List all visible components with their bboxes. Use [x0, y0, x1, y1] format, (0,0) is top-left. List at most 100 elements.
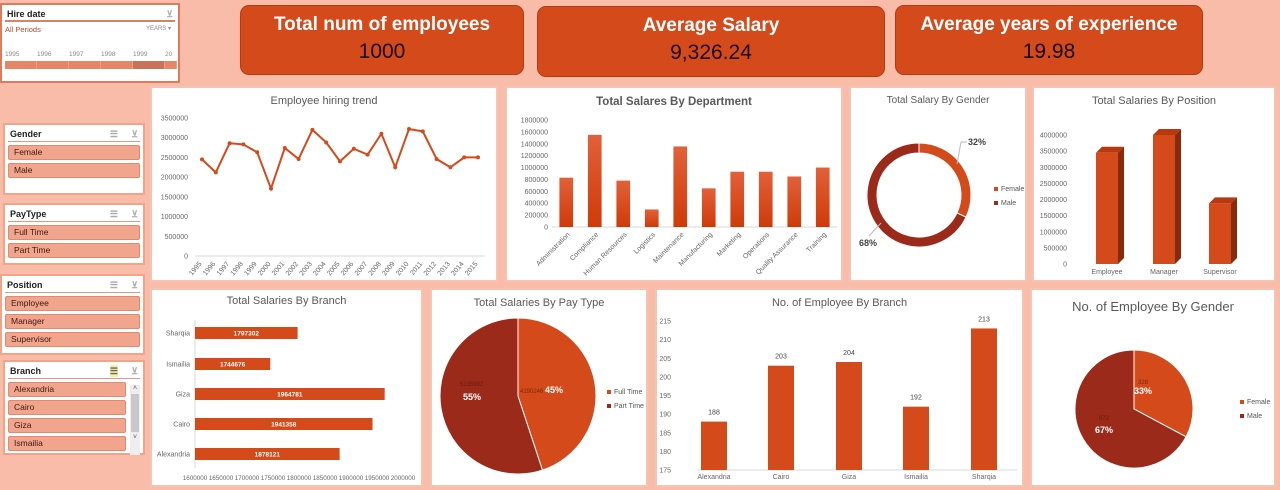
x-tick-label: 2012 — [423, 261, 438, 278]
chart-title: No. of Employee By Gender — [1072, 299, 1234, 314]
slicer-item-manager[interactable]: Manager — [5, 314, 140, 329]
data-point — [338, 159, 342, 164]
y-tick-label: 3500000 — [1040, 149, 1067, 156]
kpi-title: Total num of employees — [273, 14, 491, 35]
x-tick-label: 1900000 — [339, 475, 364, 482]
timeline-segment[interactable] — [5, 61, 37, 69]
slicer-item-employee[interactable]: Employee — [5, 296, 140, 311]
timeline-year[interactable]: 20 — [165, 51, 173, 58]
clear-filter-icon[interactable]: ⊻ — [131, 366, 138, 376]
y-tick-label: 210 — [659, 337, 671, 344]
timeline-year[interactable]: 1996 — [37, 51, 52, 58]
timeline-years: 1995 1996 1997 1998 1999 20 — [5, 51, 175, 58]
slicer-title: Branch — [10, 366, 42, 376]
bar-manager — [1153, 135, 1175, 264]
multi-select-icon[interactable]: ☰ — [109, 365, 118, 377]
data-point — [476, 155, 480, 160]
slicer-paytype: PayType ☰ ⊻ Full Time Part Time — [3, 203, 145, 265]
multi-select-icon[interactable]: ☰ — [109, 209, 118, 219]
x-tick-label: 1850000 — [313, 475, 338, 482]
x-tick-label: Cairo — [773, 474, 790, 481]
timeline-year[interactable]: 1998 — [101, 51, 116, 58]
data-point — [351, 146, 356, 151]
y-tick-label: 500000 — [1044, 245, 1067, 252]
timeline-segment[interactable] — [133, 61, 165, 69]
x-tick-label: 2013 — [437, 261, 452, 278]
timeline-segment[interactable] — [101, 61, 133, 69]
y-tick-label: 0 — [1063, 262, 1067, 269]
data-label: 32% — [968, 137, 986, 147]
chart-title: Total Salary By Gender — [886, 95, 990, 106]
slicer-item-full-time[interactable]: Full Time — [8, 225, 140, 240]
x-tick-label: 1700000 — [235, 475, 260, 482]
x-tick-label: Sharqia — [972, 474, 996, 481]
clear-filter-icon[interactable]: ⊻ — [131, 129, 138, 139]
slicer-item-supervisor[interactable]: Supervisor — [5, 332, 140, 347]
y-tick-label: 1000000 — [161, 214, 188, 221]
bar-sharqia — [971, 328, 997, 470]
slicer-item-giza[interactable]: Giza — [8, 418, 126, 433]
timeline-bar[interactable] — [5, 61, 177, 69]
x-tick-label: Operations — [742, 231, 772, 261]
slicer-item-ismailia[interactable]: Ismailia — [8, 436, 126, 451]
bar-manufacturing — [701, 188, 716, 227]
slicer-scrollbar[interactable]: ˄ ˅ — [130, 385, 140, 455]
x-tick-label: 1996 — [202, 261, 217, 278]
data-point — [310, 127, 315, 132]
x-tick-label: 2014 — [450, 261, 465, 278]
data-label-percent: 67% — [1095, 425, 1113, 435]
data-point — [448, 165, 453, 170]
data-point — [213, 170, 218, 175]
x-tick-label: 1997 — [216, 261, 231, 278]
y-tick-label: 3000000 — [1040, 165, 1067, 172]
timeline-segment[interactable] — [165, 61, 177, 69]
chart-title: No. of Employee By Branch — [771, 297, 908, 309]
multi-select-icon[interactable]: ☰ — [109, 280, 118, 290]
timeline-year[interactable]: 1997 — [69, 51, 84, 58]
data-point — [282, 145, 287, 150]
slicer-item-male[interactable]: Male — [8, 163, 140, 178]
x-tick-label: 2011 — [409, 261, 424, 277]
legend-label: Full Time — [614, 389, 643, 396]
y-tick-label: 175 — [659, 468, 671, 475]
x-tick-label: 2015 — [464, 261, 479, 278]
slicer-item-female[interactable]: Female — [8, 145, 140, 160]
kpi-average-experience: Average years of experience 19.98 — [895, 5, 1203, 75]
bar-giza — [836, 361, 862, 470]
legend-label: Part Time — [614, 403, 644, 410]
timeline-segment[interactable] — [37, 61, 69, 69]
data-point — [200, 157, 204, 162]
legend-marker — [1240, 414, 1244, 418]
clear-filter-icon[interactable]: ⊻ — [131, 209, 138, 219]
timeline-level-dropdown[interactable]: YEARS ▾ — [145, 26, 171, 32]
legend-marker — [607, 404, 611, 408]
y-tick-label: 0 — [184, 254, 188, 261]
y-tick-label: 180 — [659, 449, 671, 456]
slicer-item-cairo[interactable]: Cairo — [8, 400, 126, 415]
slicer-item-alexandria[interactable]: Alexandria — [8, 382, 126, 397]
clear-filter-icon[interactable]: ⊻ — [131, 280, 138, 290]
timeline-segment[interactable] — [69, 61, 101, 69]
legend-label: Female — [1001, 186, 1024, 193]
x-tick-label: 1800000 — [287, 475, 312, 482]
slicer-item-part-time[interactable]: Part Time — [8, 243, 140, 258]
data-label: 672 — [1099, 416, 1110, 422]
timeline-year[interactable]: 1995 — [5, 51, 20, 58]
clear-filter-icon[interactable]: ⊻ — [166, 9, 173, 19]
data-point — [379, 131, 384, 136]
bar-logistics — [644, 209, 659, 227]
timeline-year[interactable]: 1999 — [133, 51, 148, 58]
x-tick-label: Marketing — [716, 231, 743, 258]
legend-marker — [1240, 400, 1244, 404]
y-tick-label: 1600000 — [521, 129, 548, 136]
chart-title: Total Salaries By Position — [1091, 95, 1217, 107]
hire-date-timeline[interactable]: Hire date ⊻ All Periods YEARS ▾ 1995 1996 1… — [0, 3, 180, 83]
slicer-branch: Branch ☰ ⊻ Alexandria Cairo Giza Ismailia … — [3, 360, 145, 455]
x-tick-label: Training — [806, 231, 829, 254]
multi-select-icon[interactable]: ☰ — [109, 129, 118, 139]
bar-supervisor — [1209, 203, 1231, 264]
y-tick-label: Sharqia — [166, 331, 190, 338]
chart-title: Total Salaries By Pay Type — [473, 297, 605, 309]
y-tick-label: 2500000 — [161, 155, 188, 162]
chart-employees-by-branch: No. of Employee By Branch 175 180 185 190 19… — [655, 288, 1024, 487]
